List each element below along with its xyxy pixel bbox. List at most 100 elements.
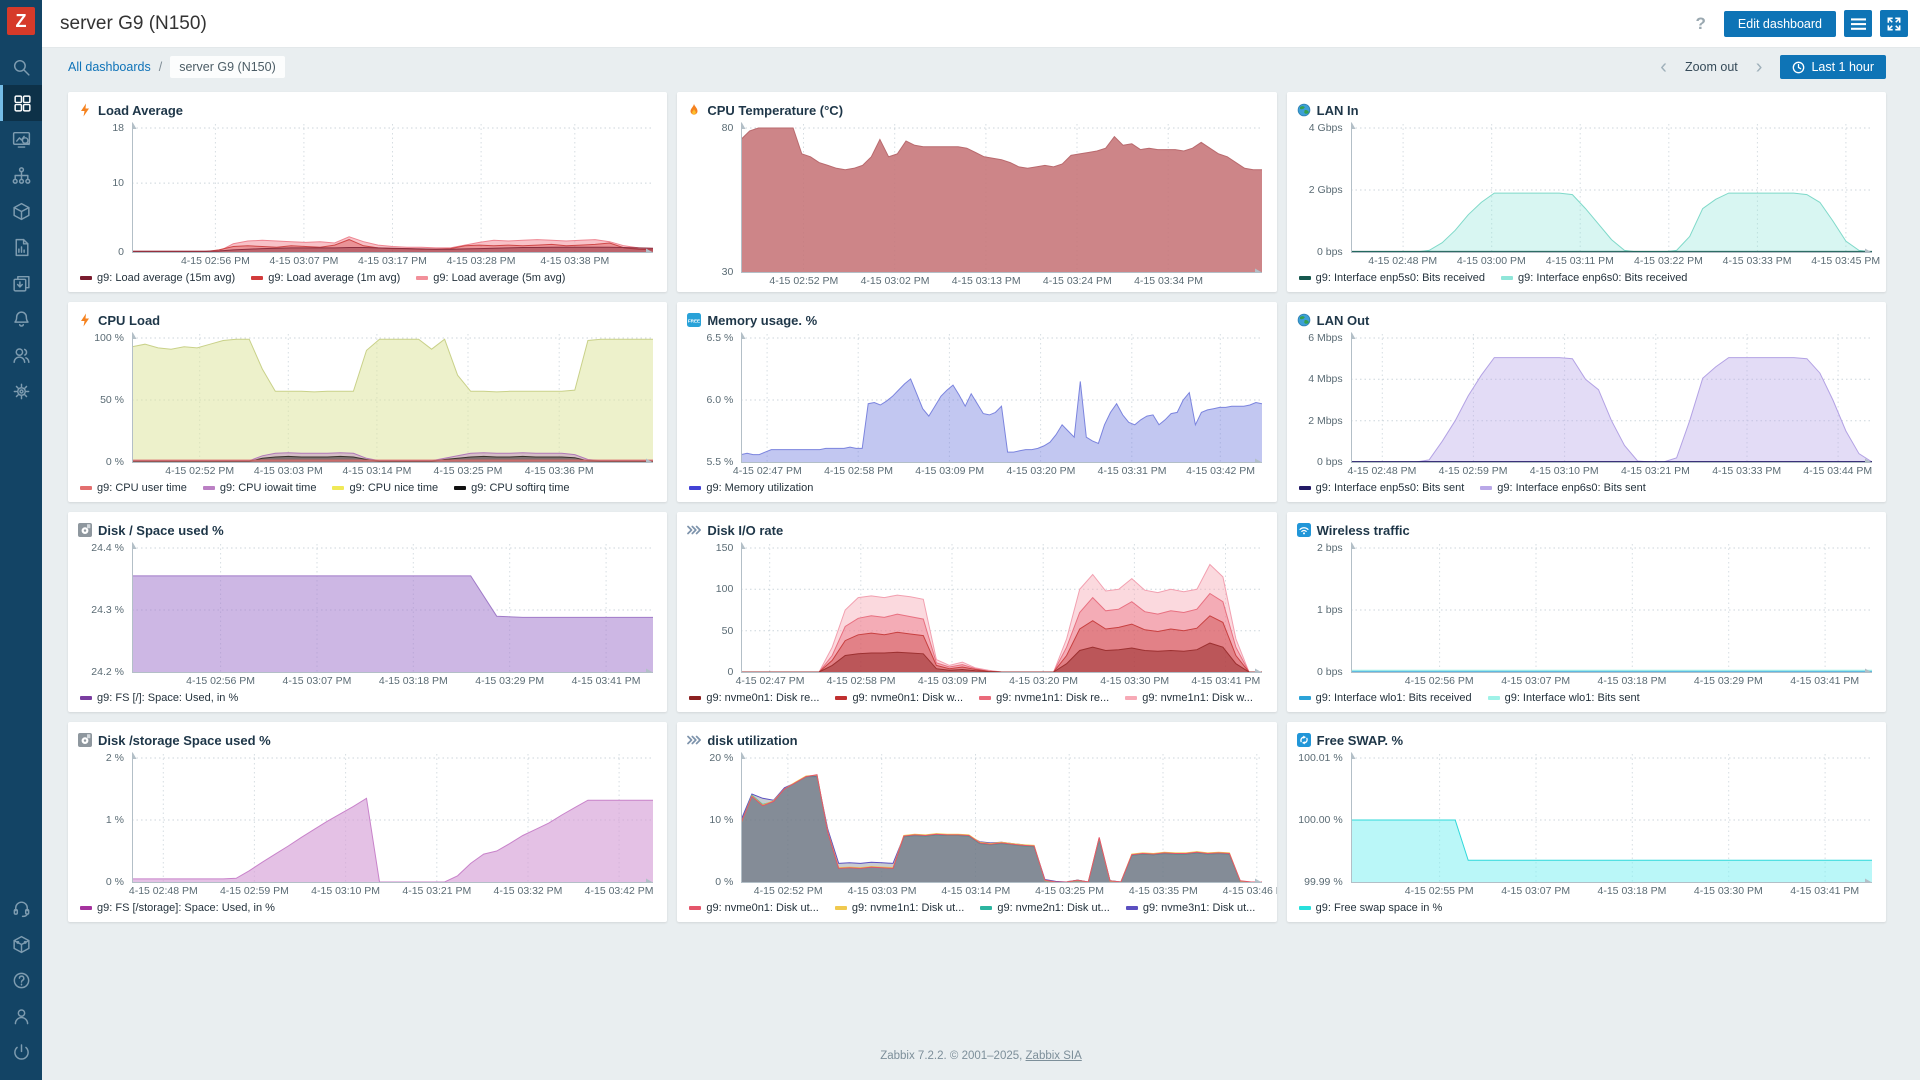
legend-label: g9: FS [/]: Space: Used, in % bbox=[97, 692, 239, 704]
sidebar-item-data-collection[interactable] bbox=[0, 265, 42, 301]
panel-title-bar[interactable]: FREE Memory usage. % bbox=[687, 308, 1266, 332]
sidebar-item-alerts[interactable] bbox=[0, 301, 42, 337]
legend-color-dash bbox=[1487, 696, 1500, 700]
time-range-button[interactable]: Last 1 hour bbox=[1780, 55, 1886, 79]
zabbix-logo-letter: Z bbox=[15, 10, 27, 31]
legend-color-dash bbox=[835, 696, 848, 700]
time-forward-icon[interactable]: › bbox=[1755, 56, 1763, 78]
sidebar-item-user-profile[interactable] bbox=[0, 998, 42, 1034]
plot-area[interactable] bbox=[737, 752, 1263, 887]
plot-area[interactable] bbox=[128, 122, 654, 257]
y-axis-labels: 30 80 bbox=[687, 122, 737, 278]
zabbix-sia-link[interactable]: Zabbix SIA bbox=[1025, 1050, 1082, 1062]
plot-area[interactable] bbox=[128, 752, 653, 887]
breadcrumb-all-dashboards-link[interactable]: All dashboards bbox=[68, 60, 151, 74]
chart: 0 % 50 % 100 % 4-15 02:52 PM 4-15 03:03 PM 4-… bbox=[78, 332, 657, 478]
plot-area[interactable] bbox=[1347, 122, 1872, 257]
sidebar-item-users[interactable] bbox=[0, 337, 42, 373]
panel-title-bar[interactable]: LAN In bbox=[1297, 98, 1876, 122]
dashboard-menu-button[interactable] bbox=[1844, 10, 1872, 37]
legend-item[interactable]: g9: Load average (15m avg) bbox=[80, 272, 235, 284]
sidebar-item-services[interactable] bbox=[0, 157, 42, 193]
x-tick-label: 4-15 03:03 PM bbox=[847, 885, 917, 897]
legend-item[interactable]: g9: Interface wlo1: Bits sent bbox=[1487, 692, 1640, 704]
sidebar-item-reports[interactable] bbox=[0, 229, 42, 265]
y-axis-labels: 0 % 1 % 2 % bbox=[78, 752, 128, 888]
x-tick-label: 4-15 03:11 PM bbox=[1545, 255, 1614, 267]
legend-item[interactable]: g9: Interface enp5s0: Bits received bbox=[1298, 272, 1485, 284]
zoom-out-button[interactable]: Zoom out bbox=[1684, 60, 1738, 74]
legend-item[interactable]: g9: Load average (5m avg) bbox=[416, 272, 565, 284]
sidebar-item-monitoring[interactable] bbox=[0, 121, 42, 157]
x-tick-label: 4-15 03:29 PM bbox=[475, 675, 545, 687]
panel-title-bar[interactable]: Free SWAP. % bbox=[1296, 728, 1876, 752]
legend-item[interactable]: g9: CPU iowait time bbox=[202, 482, 316, 494]
plot-area[interactable] bbox=[1347, 542, 1872, 677]
x-tick-label: 4-15 03:41 PM bbox=[571, 675, 641, 687]
plot-area[interactable] bbox=[737, 542, 1263, 677]
sidebar-item-search[interactable] bbox=[0, 49, 42, 85]
x-tick-label: 4-15 03:36 PM bbox=[524, 465, 594, 477]
legend-item[interactable]: g9: Interface enp6s0: Bits sent bbox=[1480, 482, 1646, 494]
legend-item[interactable]: g9: CPU user time bbox=[80, 482, 187, 494]
administration-icon bbox=[13, 383, 29, 399]
plot-area[interactable] bbox=[128, 542, 653, 677]
plot-area[interactable] bbox=[128, 332, 653, 467]
plot-area[interactable] bbox=[737, 122, 1263, 277]
panel-title-bar[interactable]: LAN Out bbox=[1297, 308, 1876, 332]
help-icon[interactable]: ? bbox=[1695, 13, 1706, 33]
legend-item[interactable]: g9: nvme1n1: Disk re... bbox=[979, 692, 1109, 704]
zabbix-logo[interactable]: Z bbox=[7, 7, 35, 35]
sidebar: Z bbox=[0, 0, 42, 1080]
plot-area[interactable] bbox=[1347, 332, 1872, 467]
x-axis-labels: 4-15 02:47 PM 4-15 02:58 PM 4-15 03:09 PM 4… bbox=[687, 673, 1266, 688]
legend-item[interactable]: g9: CPU softirq time bbox=[454, 482, 570, 494]
legend-item[interactable]: g9: nvme3n1: Disk ut... bbox=[1125, 902, 1255, 914]
panel-title-bar[interactable]: Wireless traffic bbox=[1296, 518, 1876, 542]
y-tick-label: 50 % bbox=[100, 394, 124, 406]
panel-title-bar[interactable]: Disk / Space used % bbox=[78, 518, 657, 542]
sidebar-item-dashboards[interactable] bbox=[0, 85, 42, 121]
legend-item[interactable]: g9: nvme1n1: Disk ut... bbox=[834, 902, 964, 914]
time-back-icon[interactable]: ‹ bbox=[1660, 56, 1667, 78]
legend-item[interactable]: g9: Interface wlo1: Bits received bbox=[1298, 692, 1472, 704]
legend-item[interactable]: g9: nvme2n1: Disk ut... bbox=[980, 902, 1110, 914]
sidebar-item-sign-out[interactable] bbox=[0, 1034, 42, 1070]
legend-item[interactable]: g9: Interface enp5s0: Bits sent bbox=[1298, 482, 1464, 494]
legend-item[interactable]: g9: FS [/storage]: Space: Used, in % bbox=[80, 902, 275, 914]
panel-title-bar[interactable]: Disk I/O rate bbox=[687, 518, 1266, 542]
panel-title-bar[interactable]: disk utilization bbox=[687, 728, 1266, 752]
sidebar-item-inventory[interactable] bbox=[0, 193, 42, 229]
x-tick-label: 4-15 02:52 PM bbox=[769, 275, 839, 287]
legend-item[interactable]: g9: nvme1n1: Disk w... bbox=[1125, 692, 1253, 704]
legend-item[interactable]: g9: nvme0n1: Disk w... bbox=[835, 692, 963, 704]
sidebar-item-administration[interactable] bbox=[0, 373, 42, 409]
legend-item[interactable]: g9: nvme0n1: Disk ut... bbox=[689, 902, 819, 914]
panel-title-bar[interactable]: Disk /storage Space used % bbox=[78, 728, 657, 752]
legend-item[interactable]: g9: Free swap space in % bbox=[1298, 902, 1442, 914]
legend-item[interactable]: g9: Memory utilization bbox=[689, 482, 813, 494]
panel-title-bar[interactable]: CPU Temperature (°C) bbox=[687, 98, 1266, 122]
y-axis-labels: 0 % 10 % 20 % bbox=[687, 752, 737, 888]
legend-item[interactable]: g9: nvme0n1: Disk re... bbox=[689, 692, 819, 704]
sidebar-item-support[interactable] bbox=[0, 890, 42, 926]
lightning-icon bbox=[81, 103, 89, 117]
legend-color-dash bbox=[834, 906, 847, 910]
x-tick-label: 4-15 03:21 PM bbox=[1621, 465, 1690, 477]
legend-item[interactable]: g9: FS [/]: Space: Used, in % bbox=[80, 692, 238, 704]
edit-dashboard-button[interactable]: Edit dashboard bbox=[1723, 10, 1836, 37]
legend-color-dash bbox=[1501, 276, 1514, 280]
panel-title-bar[interactable]: Load Average bbox=[78, 98, 657, 122]
panel-title-bar[interactable]: CPU Load bbox=[78, 308, 657, 332]
breadcrumb-current[interactable]: server G9 (N150) bbox=[170, 56, 285, 78]
plot-area[interactable] bbox=[737, 332, 1263, 467]
sidebar-item-integrations[interactable] bbox=[0, 926, 42, 962]
fullscreen-button[interactable] bbox=[1880, 10, 1908, 37]
legend-item[interactable]: g9: Load average (1m avg) bbox=[251, 272, 400, 284]
plot-area[interactable] bbox=[1347, 752, 1872, 887]
chart-legend: g9: FS [/]: Space: Used, in % bbox=[78, 688, 657, 708]
sidebar-item-help[interactable] bbox=[0, 962, 42, 998]
chart-legend: g9: Free swap space in % bbox=[1297, 898, 1876, 918]
legend-item[interactable]: g9: Interface enp6s0: Bits received bbox=[1501, 272, 1687, 284]
legend-item[interactable]: g9: CPU nice time bbox=[332, 482, 438, 494]
